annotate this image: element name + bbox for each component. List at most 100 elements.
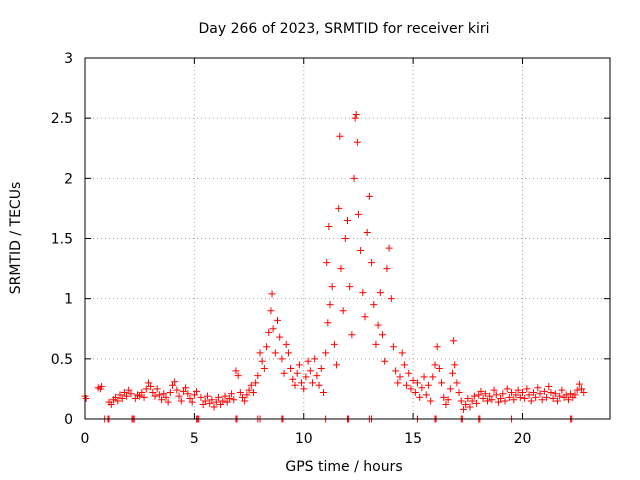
data-point [357, 247, 365, 255]
data-point [333, 361, 341, 369]
data-point [208, 396, 216, 404]
data-point [325, 222, 333, 230]
data-point [278, 355, 286, 363]
data-point [499, 390, 507, 398]
data-point [280, 369, 288, 377]
data-point [268, 290, 276, 298]
data-point [473, 399, 481, 407]
data-point [353, 138, 361, 146]
data-point [151, 392, 159, 400]
data-point [136, 392, 144, 400]
data-point [184, 390, 192, 398]
data-point [431, 361, 439, 369]
data-point [269, 325, 277, 333]
data-point [519, 389, 526, 397]
data-point [444, 396, 452, 404]
data-point [267, 307, 275, 315]
data-point [252, 379, 260, 387]
data-point [379, 331, 386, 339]
data-point [177, 397, 185, 405]
data-point [580, 389, 588, 397]
data-point [284, 349, 292, 357]
data-point [451, 361, 459, 369]
data-point [339, 307, 347, 315]
data-point [298, 379, 306, 387]
data-point [160, 390, 168, 398]
data-point [247, 381, 255, 389]
data-point [326, 301, 334, 309]
data-point [210, 403, 218, 411]
data-point [324, 319, 332, 327]
data-point [302, 373, 310, 381]
data-point [540, 387, 548, 395]
y-ticks: 0 0.5 1 1.5 2 2.5 3 [51, 51, 610, 428]
data-point [521, 395, 529, 403]
data-point [455, 389, 463, 397]
data-point [125, 386, 133, 394]
data-point [260, 364, 268, 372]
data-point [346, 283, 354, 291]
data-point [545, 383, 553, 391]
y-tick-label: 3 [64, 51, 73, 67]
x-tick-label: 5 [190, 431, 199, 447]
data-point [116, 391, 124, 399]
data-point [551, 390, 559, 398]
data-point [481, 390, 489, 398]
data-point [317, 364, 325, 372]
data-point [322, 349, 330, 357]
data-point [319, 389, 327, 397]
data-point [505, 393, 513, 401]
data-point [571, 391, 579, 399]
data-point [311, 355, 319, 363]
data-point [182, 384, 190, 392]
data-point [512, 391, 520, 399]
data-point [479, 395, 487, 403]
data-point [228, 390, 236, 398]
data-point [442, 401, 450, 409]
data-point [254, 372, 262, 380]
data-point [420, 373, 428, 381]
data-point [256, 349, 264, 357]
data-point [488, 396, 496, 404]
data-point [335, 204, 343, 212]
data-point [523, 385, 531, 393]
data-point [558, 386, 566, 394]
data-point [166, 389, 174, 397]
data-point [236, 389, 244, 397]
data-point [336, 132, 344, 140]
data-point [536, 390, 544, 398]
data-point [120, 389, 128, 397]
data-point [457, 397, 465, 405]
data-point [372, 340, 380, 348]
x-tick-label: 10 [295, 431, 313, 447]
data-point [140, 393, 148, 401]
data-point [424, 381, 432, 389]
data-point [446, 385, 454, 393]
data-point [427, 397, 435, 405]
data-point [374, 321, 382, 329]
x-tick-label: 20 [514, 431, 532, 447]
data-point [429, 373, 437, 381]
data-point [309, 379, 316, 387]
data-point [556, 392, 564, 400]
data-point [265, 328, 273, 336]
data-point [433, 343, 441, 351]
data-point [179, 387, 187, 395]
data-point [361, 313, 369, 321]
data-point [462, 401, 470, 409]
data-point [230, 396, 238, 404]
y-tick-label: 0 [64, 412, 73, 428]
data-point [503, 385, 511, 393]
data-point [291, 381, 299, 389]
data-point [289, 375, 297, 383]
data-point [494, 398, 502, 406]
y-tick-label: 2.5 [51, 111, 73, 127]
data-point [201, 397, 209, 405]
data-point [214, 393, 222, 401]
data-point [470, 392, 478, 400]
data-point [466, 403, 474, 411]
data-point [567, 390, 575, 398]
data-point [359, 289, 367, 297]
data-point [418, 384, 426, 392]
